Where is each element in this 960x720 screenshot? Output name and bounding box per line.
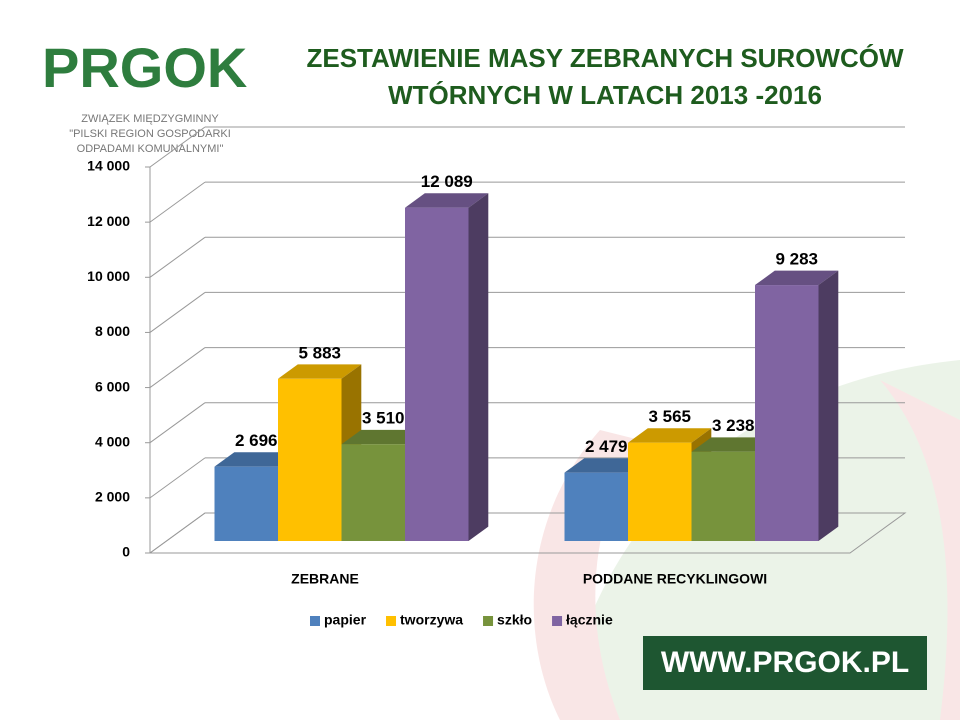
y-tick-label: 8 000 [95, 323, 130, 339]
legend-label: szkło [497, 612, 532, 628]
legend-label: tworzywa [400, 612, 463, 628]
legend-swatch [386, 616, 397, 626]
logo-name: PRGOK [42, 36, 247, 99]
value-label: 3 510 [362, 409, 405, 428]
logo-line: ZWIĄZEK MIĘDZYGMINNY [81, 113, 219, 125]
bar [278, 378, 342, 541]
value-label: 3 238 [712, 416, 755, 435]
bar-top [214, 452, 298, 467]
value-label: 3 565 [648, 407, 691, 426]
bar-top [405, 193, 489, 208]
value-label: 5 883 [298, 343, 341, 362]
grid-line [149, 457, 206, 499]
bar-side [468, 193, 489, 541]
bar-top [341, 429, 425, 445]
legend-swatch [483, 616, 494, 626]
legend-label: łącznie [566, 612, 613, 628]
y-tick-label: 10 000 [87, 268, 130, 284]
bar-side [818, 270, 839, 541]
grid-line [149, 236, 206, 278]
grid-line [149, 126, 206, 168]
plot: 0 2 000 4 000 6 000 8 000 10 000 12 000 14 000 Z… [87, 126, 907, 628]
bar-top [564, 458, 648, 473]
bar-top [628, 428, 712, 443]
value-label: 9 283 [775, 250, 818, 269]
grid-line [149, 512, 206, 554]
chart-title: ZESTAWIENIE MASY ZEBRANYCH SUROWCÓW [306, 43, 904, 73]
legend-swatch [552, 616, 563, 626]
bar [691, 451, 755, 541]
bar [628, 442, 692, 541]
value-label: 2 696 [235, 431, 278, 450]
bar [405, 207, 469, 541]
bar-top [278, 364, 362, 379]
bar-top [755, 270, 839, 286]
y-tick-label: 4 000 [95, 433, 130, 449]
grid-line [149, 292, 206, 333]
y-tick-label: 2 000 [95, 489, 130, 505]
grid-line [149, 402, 206, 444]
legend-swatch [310, 616, 320, 626]
logo-line: ODPADAMI KOMUNALNYMI" [77, 143, 224, 155]
bar-top [691, 437, 775, 452]
footer-box [643, 636, 927, 690]
bar [564, 472, 628, 541]
y-tick-label: 14 000 [87, 158, 130, 174]
legend-label: papier [324, 612, 367, 628]
footer-url: WWW.PRGOK.PL [661, 646, 909, 679]
grid-line [149, 181, 206, 223]
leaf-red-right [880, 380, 960, 720]
bar [341, 444, 405, 541]
x-tick-label: ZEBRANE [291, 571, 359, 587]
value-label: 12 089 [421, 172, 473, 191]
value-label: 2 479 [585, 437, 628, 456]
y-tick-label: 6 000 [95, 378, 130, 394]
bar [214, 466, 278, 541]
y-tick-label: 12 000 [87, 213, 130, 229]
leaf-red [533, 430, 640, 720]
x-tick-label: PODDANE RECYKLINGOWI [583, 571, 767, 587]
grid-line [149, 347, 206, 388]
y-tick-label: 0 [122, 544, 130, 560]
chart-title: WTÓRNYCH W LATACH 2013 -2016 [388, 80, 822, 110]
bar [755, 285, 819, 541]
logo-line: "PILSKI REGION GOSPODARKI [69, 128, 231, 140]
